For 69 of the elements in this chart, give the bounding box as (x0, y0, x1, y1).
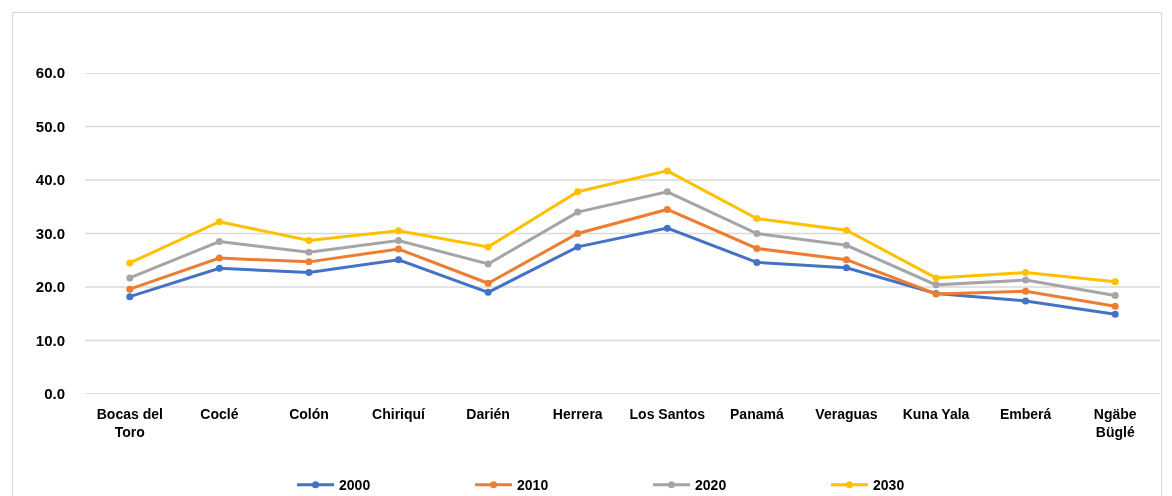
x-tick-label: Kuna Yala (902, 406, 970, 422)
legend-label: 2010 (517, 477, 549, 494)
x-tick-label: Coclé (200, 406, 239, 422)
point (932, 281, 940, 289)
point (842, 264, 850, 272)
point (395, 245, 403, 253)
point (1022, 287, 1030, 295)
point (395, 236, 403, 244)
point (484, 260, 492, 268)
point (305, 248, 313, 256)
point (484, 243, 492, 251)
point (126, 274, 134, 282)
point (663, 188, 671, 196)
point (1111, 302, 1119, 310)
x-tick-label: Chiriquí (372, 406, 427, 422)
x-tick-label: Veraguas (815, 406, 878, 422)
y-tick-label: 50.0 (35, 117, 65, 135)
x-tick-label: Los Santos (629, 406, 706, 422)
point (1022, 297, 1030, 305)
point (215, 238, 223, 246)
y-tick-label: 60.0 (35, 64, 65, 82)
y-tick-label: 30.0 (35, 224, 65, 242)
x-tick-label: Ngäbe Büglé (1093, 406, 1137, 441)
point (484, 279, 492, 287)
x-tick-label: Colón (289, 406, 329, 422)
point (842, 241, 850, 249)
point (1111, 310, 1119, 318)
point (126, 259, 134, 267)
point (484, 288, 492, 296)
point (574, 230, 582, 237)
x-tick-label: Darién (466, 406, 510, 422)
point (1022, 276, 1030, 284)
point (574, 208, 582, 216)
point (663, 205, 671, 213)
y-tick-label: 20.0 (35, 278, 65, 296)
x-tick-label: Herrera (552, 406, 603, 422)
point (932, 274, 940, 282)
legend-label: 2030 (873, 477, 905, 494)
point (305, 269, 313, 277)
x-tick-label: Emberá (999, 406, 1052, 422)
point (842, 256, 850, 264)
point (663, 224, 671, 232)
point (395, 256, 403, 264)
point (663, 167, 671, 175)
point (842, 226, 850, 234)
point (305, 236, 313, 244)
point (1111, 278, 1119, 286)
x-tick-label: Panamá (730, 406, 784, 422)
y-tick-label: 10.0 (35, 331, 65, 349)
legend-label: 2020 (695, 477, 727, 494)
point (215, 264, 223, 272)
point (753, 230, 761, 237)
point (215, 218, 223, 226)
y-tick-label: 0.0 (44, 385, 65, 403)
point (395, 227, 403, 235)
legend-label: 2000 (339, 477, 371, 494)
point (753, 215, 761, 223)
point (126, 293, 134, 301)
point (753, 258, 761, 266)
point (305, 258, 313, 266)
point (574, 243, 582, 251)
point (215, 254, 223, 262)
point (126, 285, 134, 293)
point (574, 188, 582, 196)
y-tick-label: 40.0 (35, 171, 65, 189)
point (753, 244, 761, 252)
x-tick-label: Bocas del Toro (96, 406, 163, 441)
point (1022, 269, 1030, 277)
point (1111, 292, 1119, 300)
